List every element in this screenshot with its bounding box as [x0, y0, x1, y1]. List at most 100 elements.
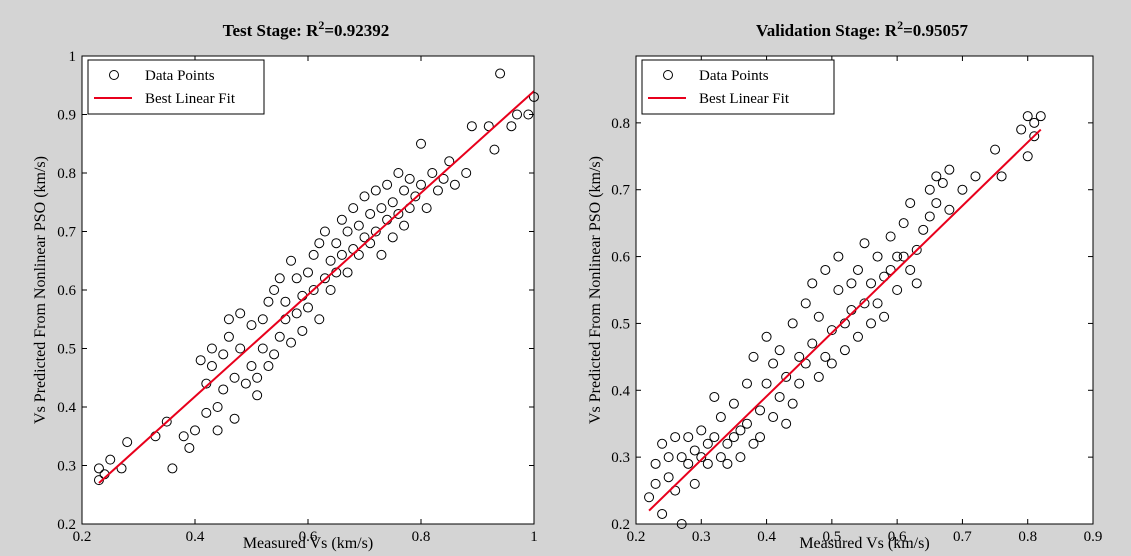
data-point — [399, 185, 410, 196]
title-superscript: 2 — [897, 18, 903, 32]
data-point — [229, 413, 240, 424]
data-point — [427, 168, 438, 178]
data-point — [246, 361, 257, 372]
data-point — [702, 438, 713, 449]
data-point — [1029, 131, 1040, 142]
data-point — [807, 338, 818, 349]
data-point — [748, 438, 759, 449]
data-point — [911, 244, 922, 255]
data-point — [657, 438, 668, 449]
y-axis-label: Vs Predicted From Nonlinear PSO (km/s) — [587, 156, 604, 424]
data-point — [996, 171, 1007, 182]
data-point — [924, 184, 935, 195]
y-axis-label: Vs Predicted From Nonlinear PSO (km/s) — [32, 156, 49, 424]
data-point — [393, 168, 404, 178]
data-point — [663, 472, 674, 483]
data-point — [387, 197, 398, 208]
data-point — [1029, 117, 1040, 128]
data-point — [852, 264, 863, 275]
title-text: Test Stage: R — [223, 21, 319, 40]
data-point — [781, 418, 792, 429]
data-point — [274, 331, 285, 342]
data-point — [353, 220, 364, 231]
data-point — [359, 232, 370, 243]
data-point — [280, 296, 291, 307]
data-point — [206, 343, 217, 354]
data-point — [741, 378, 752, 389]
data-point — [404, 173, 415, 184]
data-point — [1022, 111, 1033, 122]
data-point — [353, 249, 364, 260]
data-point — [223, 331, 234, 342]
data-point — [761, 331, 772, 342]
y-tick-label: 0.4 — [57, 400, 76, 416]
data-point — [905, 264, 916, 275]
data-point — [826, 358, 837, 369]
data-point — [240, 378, 251, 389]
data-point — [201, 407, 212, 418]
x-tick-label: 0.7 — [953, 529, 972, 545]
plot-area — [82, 56, 534, 524]
data-point — [269, 349, 280, 360]
data-point — [161, 416, 172, 427]
data-point — [885, 231, 896, 242]
data-point — [93, 463, 104, 474]
data-point — [257, 314, 268, 325]
data-point — [331, 238, 342, 249]
data-point — [931, 198, 942, 209]
data-point — [291, 273, 302, 284]
data-point — [735, 452, 746, 463]
data-point — [178, 431, 189, 442]
data-point — [715, 412, 726, 423]
data-point — [702, 458, 713, 469]
y-tick-label: 0.8 — [611, 116, 630, 132]
data-point — [813, 311, 824, 322]
y-tick-label: 0.2 — [57, 517, 76, 533]
data-point — [291, 308, 302, 319]
data-point — [722, 458, 733, 469]
data-point — [286, 337, 297, 348]
data-point — [892, 251, 903, 262]
data-point — [905, 198, 916, 209]
data-point — [728, 398, 739, 409]
data-point — [314, 238, 325, 249]
x-tick-label: 0.2 — [627, 529, 646, 545]
data-point — [263, 361, 274, 372]
data-point — [859, 298, 870, 309]
data-point — [286, 255, 297, 266]
x-tick-label: 0.4 — [757, 529, 776, 545]
x-tick-label: 0.9 — [1084, 529, 1103, 545]
data-point — [833, 251, 844, 262]
data-point — [689, 445, 700, 456]
y-tick-label: 0.6 — [611, 250, 630, 266]
x-tick-label: 0.8 — [1018, 529, 1037, 545]
data-point — [235, 308, 246, 319]
data-points — [644, 111, 1046, 529]
data-point — [937, 178, 948, 189]
y-tick-label: 0.8 — [57, 166, 76, 182]
data-point — [833, 285, 844, 295]
data-point — [1022, 151, 1033, 162]
data-point — [859, 238, 870, 249]
data-point — [781, 371, 792, 382]
data-point — [195, 355, 206, 366]
data-point — [314, 314, 325, 325]
data-point — [898, 251, 909, 262]
data-point — [218, 384, 229, 395]
data-point — [970, 171, 981, 182]
y-tick-label: 0.3 — [57, 459, 76, 475]
x-tick-label: 0.8 — [412, 529, 431, 545]
data-point — [325, 285, 336, 295]
data-point — [489, 144, 500, 155]
data-point — [911, 278, 922, 289]
data-point — [774, 391, 785, 402]
data-point — [461, 168, 472, 178]
data-point — [709, 391, 720, 402]
x-axis-label: Measured Vs (km/s) — [243, 535, 373, 552]
data-point — [444, 156, 455, 167]
legend-label-data-points: Data Points — [699, 68, 769, 84]
data-point — [252, 390, 263, 401]
y-tick-label: 0.6 — [57, 283, 76, 299]
data-point — [683, 432, 694, 443]
